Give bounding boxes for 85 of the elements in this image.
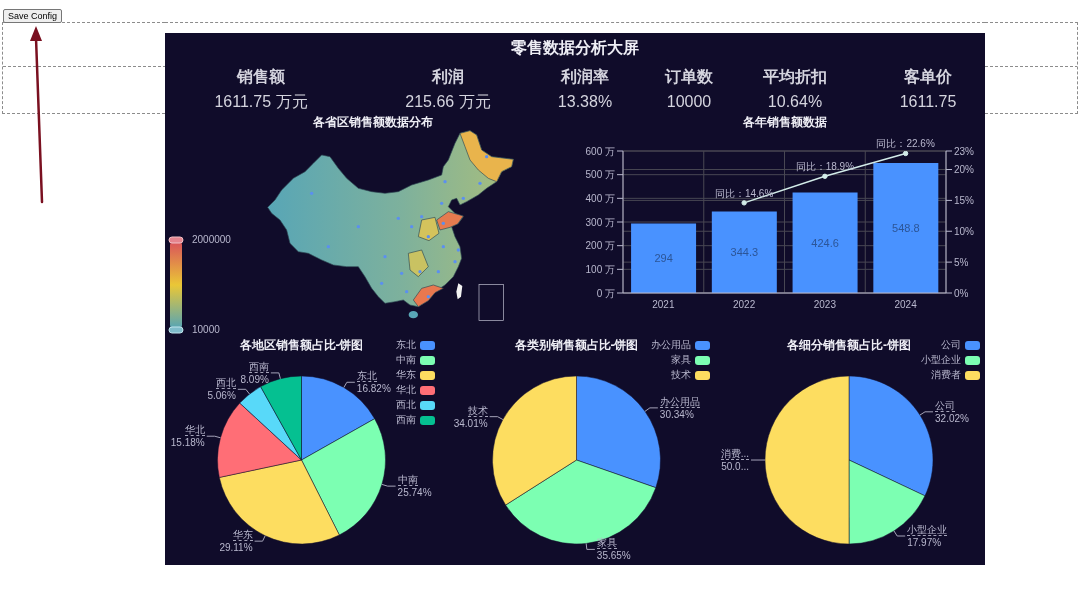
data-label: 16.82% (356, 383, 391, 395)
data-label: 294 (654, 252, 673, 265)
y-tick-label: 100 万 (585, 263, 615, 275)
legend-label: 东北 (396, 339, 416, 350)
data-label: 30.34% (659, 408, 695, 420)
chart-title: 各类别销售额占比-饼图 (514, 338, 639, 352)
text: 销售额 (237, 68, 285, 85)
data-label: 344.3 (730, 246, 759, 259)
legend-label: 家具 (671, 354, 691, 365)
slice-label: 公司 (935, 399, 956, 412)
legend-label: 技术 (671, 369, 691, 380)
button: Save Config (3, 9, 63, 23)
data-label: 25.74% (397, 487, 433, 499)
slice-label: 西南 (248, 360, 269, 373)
legend-label: 西北 (396, 399, 416, 410)
y2-tick-label: 20% (954, 164, 975, 176)
y-tick-label: 300 万 (585, 216, 615, 228)
text: 利润 (432, 68, 464, 85)
bar (873, 163, 939, 293)
text: 2000000 (192, 233, 232, 245)
legend-label: 小型企业 (921, 354, 961, 365)
data-label: 15.18% (169, 437, 205, 449)
slice-label: 华东 (232, 529, 253, 542)
slice-label: 中南 (397, 474, 418, 487)
data-label: 17.97% (907, 537, 943, 548)
chart-title: 各细分销售额占比-饼图 (787, 338, 911, 352)
text: 客单价 (904, 68, 952, 85)
legend-label: 华东 (396, 369, 416, 380)
text: 零售数据分析大屏 (511, 39, 639, 56)
text: 10000 (192, 323, 221, 335)
chart-title: 各年销售额数据 (742, 115, 827, 129)
text: 10.64% (767, 93, 823, 110)
bar (711, 211, 777, 293)
y-tick-label: 600 万 (585, 145, 615, 157)
y2-tick-label: 15% (954, 194, 975, 206)
slice-label: 办公用品 (659, 395, 700, 408)
y-tick-label: 0 万 (596, 287, 615, 299)
bar (631, 223, 697, 293)
slice-label: 家具 (596, 537, 617, 550)
data-label: 同比：14.6% (714, 187, 774, 199)
slice-label: 东北 (356, 370, 377, 383)
data-label: 5.06% (206, 390, 236, 402)
y2-tick-label: 0% (954, 287, 969, 299)
slice-label: 华北 (184, 424, 205, 437)
x-tick-label: 2023 (813, 299, 837, 311)
text: 平均折扣 (763, 68, 827, 85)
data-label: 同比：22.6% (876, 138, 935, 150)
text: 10000 (666, 93, 712, 110)
chart-title: 各地区销售额占比-饼图 (239, 338, 364, 352)
text: 1611.75 (899, 93, 957, 110)
text: 1611.75 万元 (214, 93, 308, 110)
legend-label: 西南 (396, 414, 416, 425)
y2-tick-label: 23% (954, 145, 975, 157)
slice-label: 技术 (467, 404, 488, 417)
data-label: 424.6 (811, 236, 839, 249)
data-label: 50.0... (720, 461, 749, 473)
slice-label: 西北 (215, 377, 236, 390)
text: 利润率 (561, 68, 609, 85)
data-label: 29.11% (218, 542, 253, 554)
text: 各省区销售额数据分布 (312, 115, 433, 129)
data-label: 548.8 (892, 221, 920, 234)
bar (792, 192, 858, 293)
data-label: 8.09% (240, 373, 269, 385)
data-label: 32.02% (935, 412, 970, 424)
data-label: 35.65% (596, 550, 632, 562)
text: 消费... (720, 448, 749, 460)
legend-label: 华北 (396, 384, 416, 395)
x-tick-label: 2022 (733, 299, 756, 311)
legend-label: 中南 (396, 354, 416, 365)
text: 订单数 (665, 68, 713, 85)
y-tick-label: 200 万 (585, 240, 615, 252)
y-tick-label: 400 万 (585, 192, 615, 204)
y-tick-label: 500 万 (585, 169, 615, 181)
x-tick-label: 2021 (652, 299, 675, 311)
text: 13.38% (557, 93, 613, 110)
y2-tick-label: 10% (954, 225, 975, 237)
legend-label: 办公用品 (651, 339, 691, 350)
slice-label: 小型企业 (907, 524, 948, 536)
x-tick-label: 2024 (894, 299, 918, 311)
y2-tick-label: 5% (954, 256, 969, 268)
legend-label: 公司 (941, 339, 961, 350)
text: 215.66 万元 (405, 93, 491, 110)
data-label: 34.01% (452, 417, 488, 429)
data-label: 同比：18.9% (795, 161, 855, 173)
legend-label: 消费者 (931, 369, 961, 380)
